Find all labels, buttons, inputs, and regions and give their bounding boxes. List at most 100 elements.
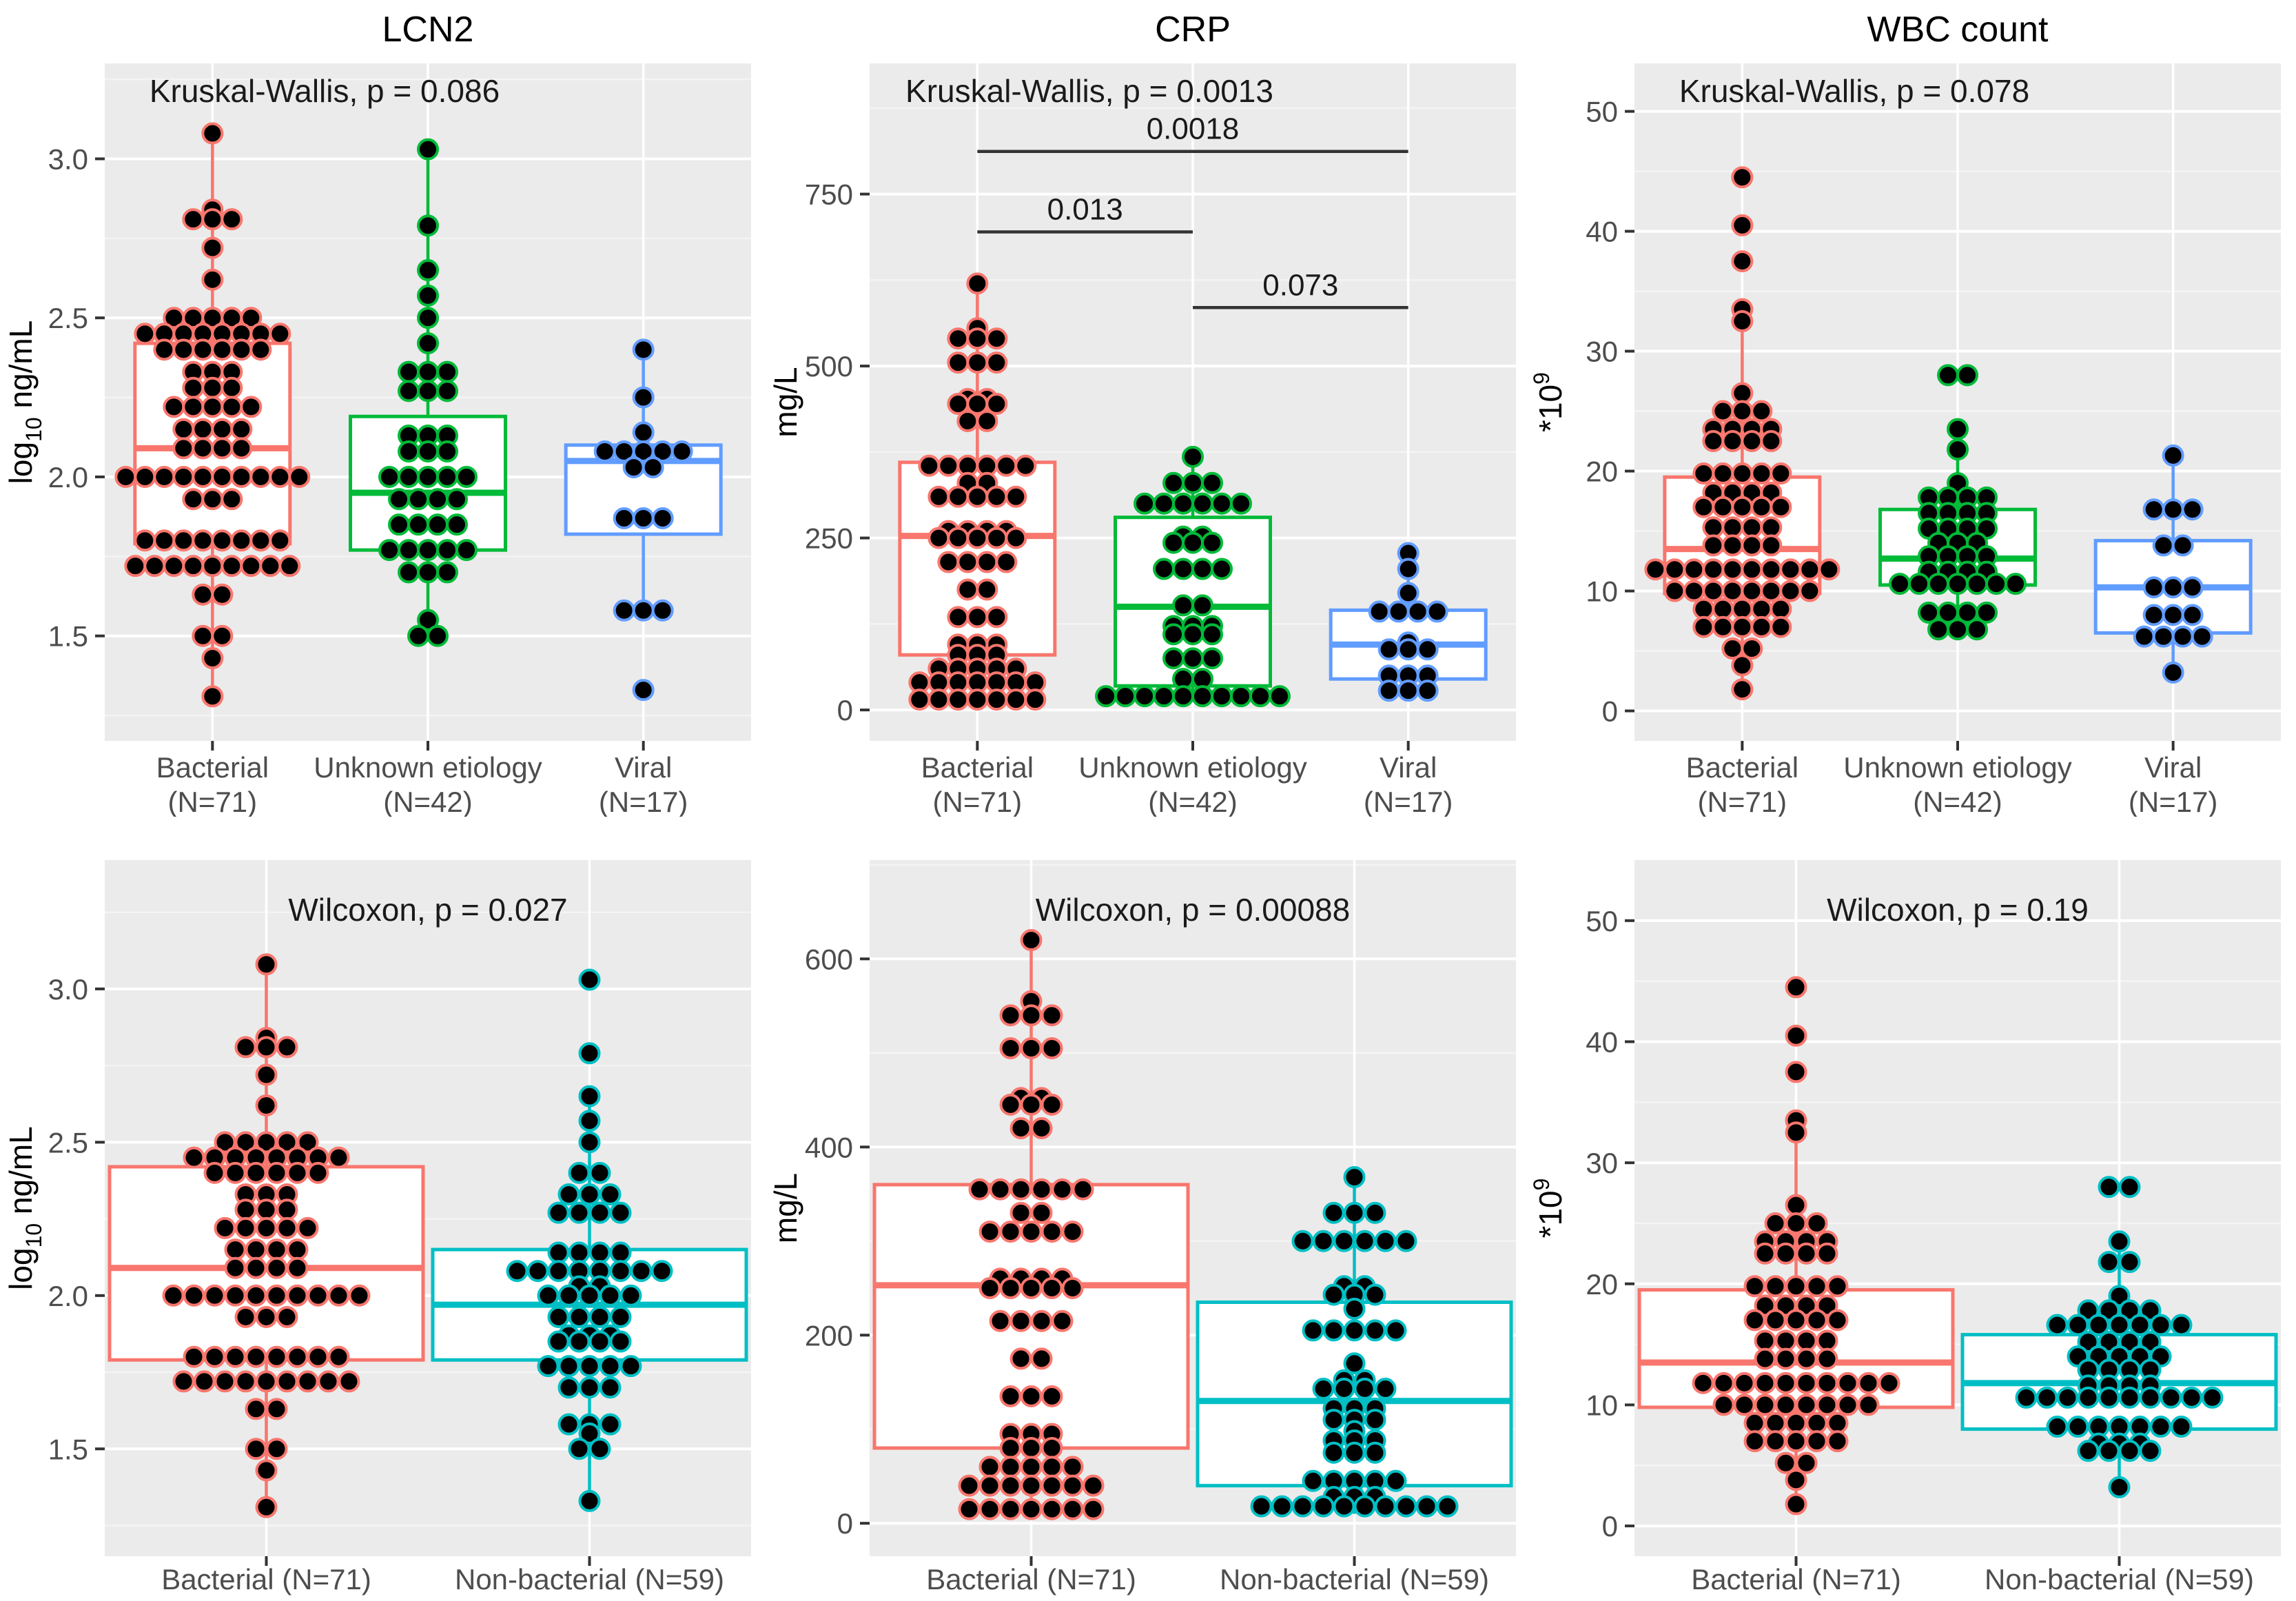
data-point [976, 409, 998, 432]
data-point [588, 1438, 611, 1460]
data-point [265, 1284, 288, 1307]
data-point [1072, 1178, 1094, 1201]
y-tick-label: 2.0 [48, 461, 88, 493]
x-axis: Bacterial (N=71) Non-bacterial (N=59) [161, 1556, 724, 1595]
data-point [632, 338, 655, 361]
data-point [1721, 558, 1744, 581]
comparison-brackets: 0.0018 0.013 0.073 [977, 112, 1408, 309]
data-point [588, 1305, 611, 1328]
data-point [1779, 558, 1802, 581]
panel-cell-crp-top: 0.0018 0.013 0.073 Kruskal-Wallis, p = 0.00… [765, 0, 1530, 817]
data-point [2162, 498, 2184, 521]
data-point [568, 1330, 591, 1353]
y-tick-label: 40 [1586, 216, 1618, 248]
data-point [269, 323, 291, 345]
data-point [1743, 1275, 1766, 1298]
data-point [2118, 1176, 2141, 1199]
data-point [436, 539, 458, 562]
data-point [1009, 1201, 1032, 1224]
data-point [1805, 1212, 1828, 1234]
data-point [2118, 1251, 2141, 1274]
data-point [288, 465, 311, 488]
data-point [1785, 1430, 1807, 1453]
data-point [2077, 1386, 2100, 1409]
panel-cell-lcn2-bottom: Wilcoxon, p = 0.027 1.5 2.0 2.5 3.0 Bacterial… [0, 817, 765, 1601]
data-point [2162, 576, 2184, 599]
bracket-p-value: 0.0018 [1147, 112, 1240, 146]
y-axis-title: mg/L [768, 367, 803, 437]
data-point [1020, 1437, 1043, 1460]
data-point [2118, 1440, 2141, 1462]
data-point [417, 465, 439, 488]
data-point [1721, 534, 1744, 557]
data-point [2170, 1416, 2193, 1438]
data-point [578, 1183, 601, 1205]
data-point [1343, 1441, 1366, 1464]
data-point [1731, 598, 1754, 620]
data-point [1795, 1451, 1818, 1474]
data-point [978, 1456, 1001, 1478]
data-point [1061, 1221, 1084, 1243]
data-point [455, 465, 478, 488]
data-point [436, 465, 458, 488]
data-point [211, 338, 234, 361]
x-group-label: Non-bacterial (N=59) [1220, 1563, 1489, 1595]
data-point [1764, 1411, 1787, 1434]
data-point [230, 529, 253, 552]
data-point [1750, 615, 1773, 638]
data-point [276, 1036, 298, 1059]
data-point [201, 376, 224, 399]
data-point [1030, 1178, 1053, 1201]
data-point [1041, 1037, 1063, 1059]
jitter-dots [506, 968, 673, 1512]
data-point [427, 513, 449, 536]
data-point [2067, 1416, 2089, 1438]
y-tick-label: 0 [837, 1507, 853, 1540]
y-tick-label: 1.5 [48, 1433, 88, 1465]
data-point [338, 1370, 360, 1393]
x-group-label: Bacterial [921, 751, 1034, 784]
jitter-dots [162, 953, 371, 1518]
data-point [296, 1216, 319, 1239]
y-tick-label: 0 [837, 694, 853, 726]
data-point [398, 539, 420, 562]
data-point [1836, 1371, 1859, 1394]
y-tick-label: 1.5 [48, 620, 88, 653]
data-point [985, 527, 1008, 549]
data-point [1082, 1474, 1105, 1497]
jitter-dots [1889, 364, 2027, 641]
boxplot-group [1644, 166, 1841, 701]
panel-crp-kruskal-wallis: 0.0018 0.013 0.073 Kruskal-Wallis, p = 0.00… [768, 10, 1516, 817]
data-point [327, 1284, 350, 1307]
data-point [1764, 1275, 1787, 1298]
data-point [2015, 1386, 2038, 1409]
y-axis-title: *109 [1530, 1179, 1568, 1238]
data-point [578, 1085, 601, 1108]
data-point [1985, 573, 2007, 595]
data-point [619, 1284, 642, 1307]
data-point [1702, 534, 1725, 557]
y-tick-label: 500 [805, 350, 853, 383]
data-point [568, 1438, 591, 1460]
data-point [1764, 1212, 1787, 1234]
data-point [557, 1284, 580, 1307]
data-point [183, 1345, 205, 1368]
data-point [224, 1284, 247, 1307]
boxplot-group [1878, 364, 2037, 641]
data-point [153, 529, 176, 552]
data-point [2171, 625, 2194, 648]
data-point [578, 968, 601, 991]
data-point [1191, 594, 1213, 617]
data-point [221, 376, 243, 399]
data-point [1172, 594, 1194, 617]
panel-title: LCN2 [382, 10, 474, 50]
data-point [1956, 364, 1978, 387]
data-point [1785, 1469, 1807, 1491]
data-point [172, 338, 195, 361]
data-point [1741, 558, 1763, 581]
data-point [348, 1284, 371, 1307]
data-point [1712, 462, 1734, 485]
data-point [1364, 1409, 1386, 1431]
data-point [265, 1398, 288, 1420]
data-point [1760, 580, 1783, 602]
